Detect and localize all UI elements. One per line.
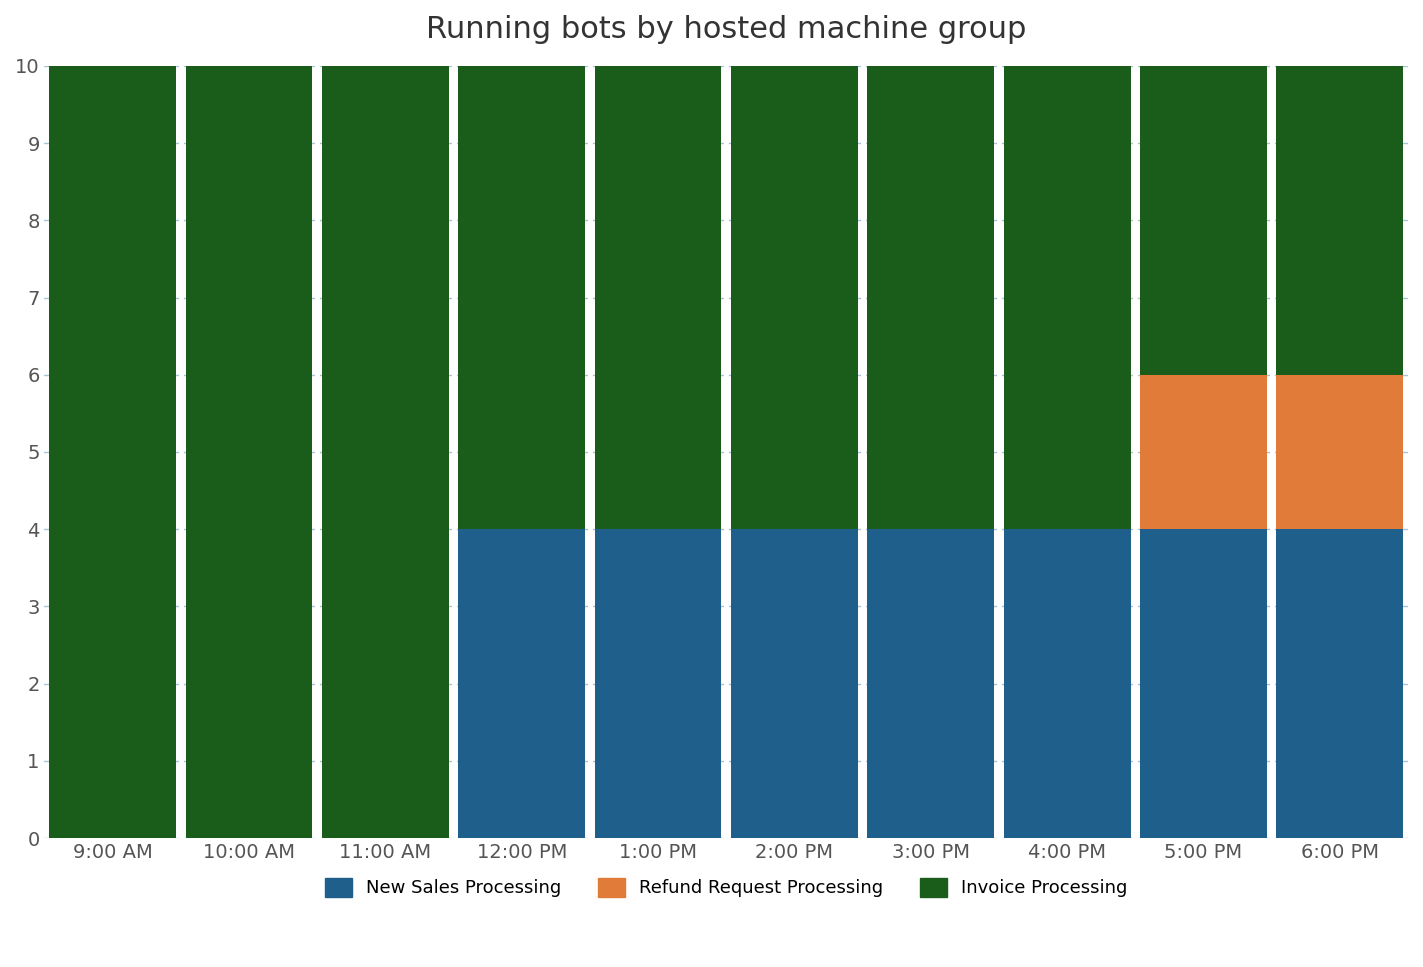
Bar	[1276, 66, 1403, 375]
Bar	[595, 529, 721, 838]
Bar	[50, 66, 176, 838]
Bar	[595, 66, 721, 529]
Bar	[1276, 375, 1403, 529]
Bar	[458, 529, 585, 838]
Bar	[868, 66, 995, 529]
Bar	[458, 66, 585, 529]
Bar	[868, 529, 995, 838]
Bar	[1276, 529, 1403, 838]
Bar	[1140, 375, 1266, 529]
Bar	[731, 529, 858, 838]
Bar	[731, 66, 858, 529]
Bar	[1140, 66, 1266, 375]
Bar	[1140, 529, 1266, 838]
Bar	[322, 66, 448, 838]
Title: Running bots by hosted machine group: Running bots by hosted machine group	[425, 15, 1026, 44]
Legend: New Sales Processing, Refund Request Processing, Invoice Processing: New Sales Processing, Refund Request Pro…	[316, 869, 1137, 906]
Bar	[185, 66, 313, 838]
Bar	[1003, 529, 1130, 838]
Bar	[1003, 66, 1130, 529]
